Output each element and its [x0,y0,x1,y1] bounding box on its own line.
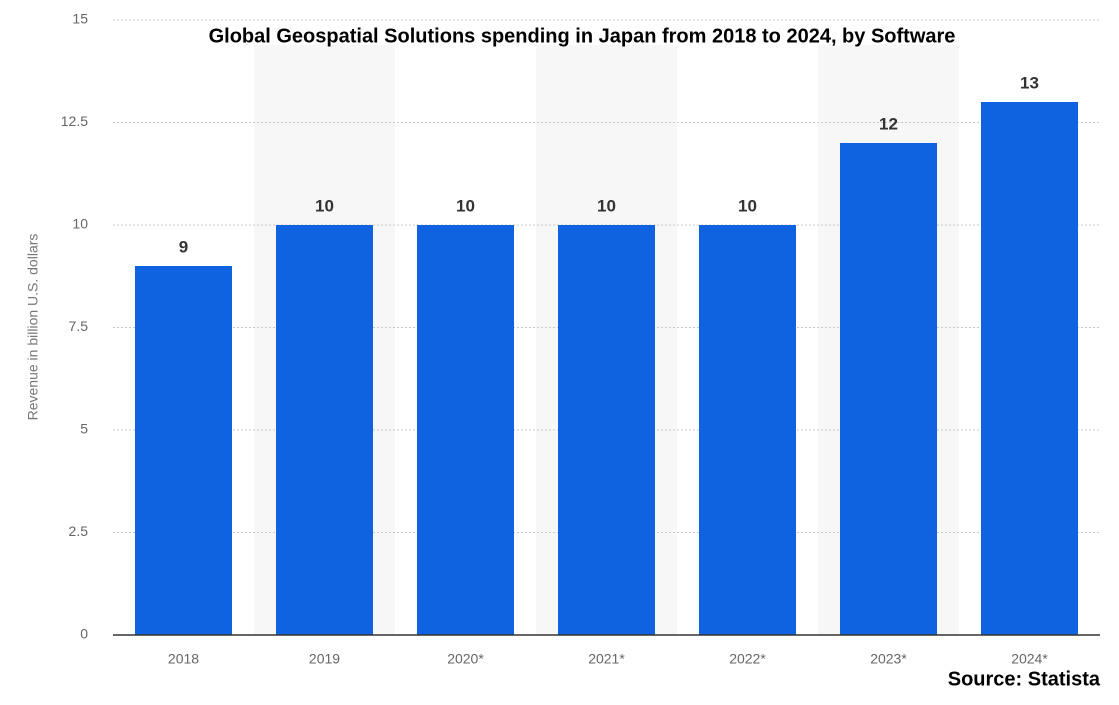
y-tick-label: 7.5 [69,318,89,334]
bar [135,266,232,635]
value-label: 10 [456,196,475,215]
bar [840,143,937,635]
value-label: 10 [315,196,334,215]
bar [558,225,655,635]
y-tick-label: 0 [80,626,88,642]
value-label: 13 [1020,73,1039,92]
bar [417,225,514,635]
x-tick-label: 2020* [447,651,484,667]
value-label: 10 [738,196,757,215]
y-axis-label: Revenue in billion U.S. dollars [25,234,41,421]
y-tick-label: 15 [72,11,88,27]
bar [276,225,373,635]
x-tick-label: 2018 [168,651,199,667]
x-tick-label: 2023* [870,651,907,667]
bar [981,102,1078,635]
bar [699,225,796,635]
y-tick-label: 12.5 [61,113,88,129]
y-tick-label: 5 [80,421,88,437]
x-tick-label: 2021* [588,651,625,667]
source: Source: Statista [948,668,1101,690]
chart-title: Global Geospatial Solutions spending in … [209,25,956,47]
value-label: 10 [597,196,616,215]
x-tick-label: 2022* [729,651,766,667]
value-label: 9 [179,237,188,256]
x-tick-label: 2024* [1011,651,1048,667]
y-tick-label: 10 [72,216,88,232]
value-label: 12 [879,114,898,133]
x-tick-label: 2019 [309,651,340,667]
y-tick-label: 2.5 [69,523,89,539]
